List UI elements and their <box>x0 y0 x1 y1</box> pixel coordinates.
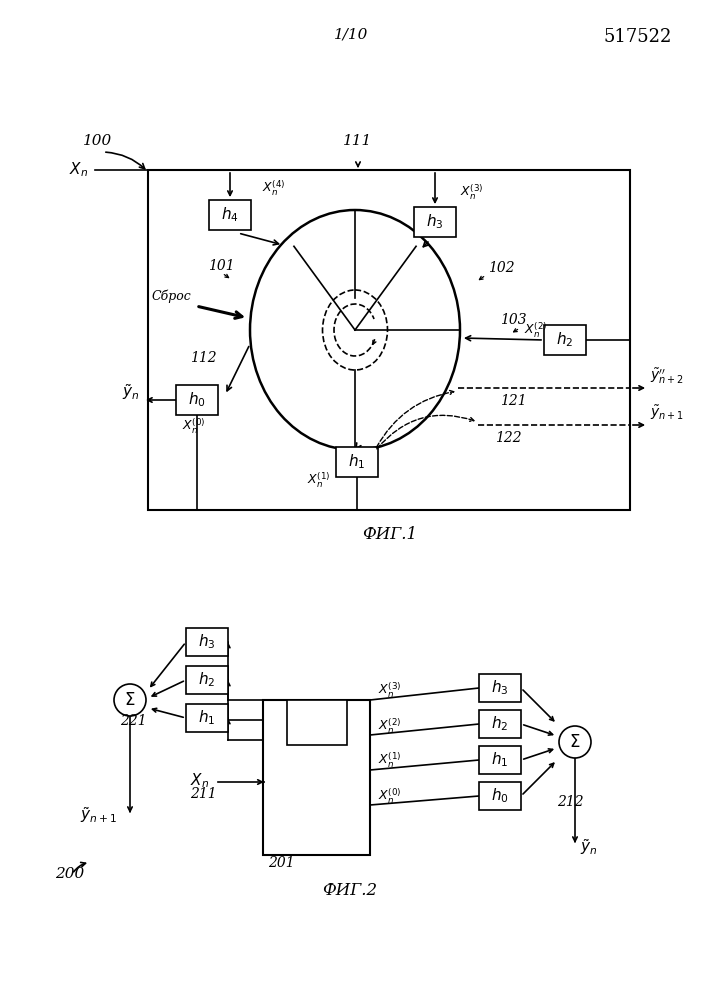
Bar <box>263 700 370 855</box>
Text: $h_2$: $h_2$ <box>491 715 509 733</box>
Text: 211: 211 <box>190 787 217 801</box>
Ellipse shape <box>323 290 387 370</box>
Text: ФИГ.1: ФИГ.1 <box>363 526 418 543</box>
Text: $\tilde{y}_{n+1}$: $\tilde{y}_{n+1}$ <box>650 403 684 422</box>
Text: $X_n$: $X_n$ <box>190 771 209 790</box>
Text: $\tilde{y}_{n+2}^{\prime\prime}$: $\tilde{y}_{n+2}^{\prime\prime}$ <box>650 366 684 386</box>
Text: $X_n^{(2)}$: $X_n^{(2)}$ <box>378 716 401 736</box>
Text: $h_1$: $h_1$ <box>198 709 216 727</box>
Text: $X_n^{(4)}$: $X_n^{(4)}$ <box>262 179 285 198</box>
Bar <box>414 207 456 237</box>
Bar <box>336 447 378 477</box>
Text: 101: 101 <box>208 259 235 273</box>
Text: $\tilde{y}_n$: $\tilde{y}_n$ <box>580 837 598 857</box>
Text: $\Sigma$: $\Sigma$ <box>569 733 581 751</box>
Text: 122: 122 <box>495 431 522 445</box>
Text: 103: 103 <box>500 313 527 327</box>
Bar <box>186 666 228 694</box>
Text: $X_n^{(2)}$: $X_n^{(2)}$ <box>524 321 548 340</box>
Text: ФИГ.2: ФИГ.2 <box>323 882 378 899</box>
Text: 201: 201 <box>268 856 295 870</box>
Text: 212: 212 <box>557 795 583 809</box>
Text: $X_n^{(3)}$: $X_n^{(3)}$ <box>460 182 484 202</box>
Bar <box>148 170 630 510</box>
Bar <box>186 628 228 656</box>
Text: 517522: 517522 <box>604 28 672 46</box>
Text: $h_0$: $h_0$ <box>491 787 509 805</box>
Text: 221: 221 <box>120 714 147 728</box>
Text: 1/10: 1/10 <box>334 28 368 42</box>
Text: $h_1$: $h_1$ <box>491 751 509 769</box>
Text: $\Sigma$: $\Sigma$ <box>124 691 136 709</box>
Ellipse shape <box>250 210 460 450</box>
Text: 121: 121 <box>500 394 527 408</box>
Text: $X_n^{(0)}$: $X_n^{(0)}$ <box>378 786 401 806</box>
Text: 102: 102 <box>488 261 515 275</box>
Text: $X_n^{(0)}$: $X_n^{(0)}$ <box>182 416 206 436</box>
Text: $h_0$: $h_0$ <box>188 391 206 409</box>
Text: Сброс: Сброс <box>152 290 192 303</box>
Bar <box>479 710 521 738</box>
Text: $X_n$: $X_n$ <box>69 161 88 179</box>
Text: $X_n^{(3)}$: $X_n^{(3)}$ <box>378 681 401 700</box>
Bar <box>479 674 521 702</box>
Text: $X_n^{(1)}$: $X_n^{(1)}$ <box>378 751 401 770</box>
Text: 100: 100 <box>83 134 112 148</box>
Text: $h_1$: $h_1$ <box>348 453 366 471</box>
Bar <box>479 782 521 810</box>
Text: $\tilde{y}_{n+1}$: $\tilde{y}_{n+1}$ <box>80 805 117 825</box>
Bar <box>186 704 228 732</box>
Circle shape <box>559 726 591 758</box>
Text: $h_2$: $h_2$ <box>556 331 574 349</box>
Circle shape <box>114 684 146 716</box>
Bar <box>287 700 347 745</box>
Text: 111: 111 <box>343 134 373 148</box>
Bar <box>479 746 521 774</box>
Bar <box>209 200 251 230</box>
Text: $\tilde{y}_n$: $\tilde{y}_n$ <box>122 382 140 402</box>
Text: $h_4$: $h_4$ <box>221 206 239 224</box>
Text: $h_3$: $h_3$ <box>198 633 216 651</box>
Text: $X_n^{(1)}$: $X_n^{(1)}$ <box>307 470 330 489</box>
Text: $h_3$: $h_3$ <box>491 679 509 697</box>
Bar <box>544 325 586 355</box>
Text: $h_2$: $h_2$ <box>198 671 216 689</box>
Text: 112: 112 <box>190 351 217 365</box>
Text: 200: 200 <box>55 867 84 881</box>
Bar <box>176 385 218 415</box>
Text: $h_3$: $h_3$ <box>426 213 444 231</box>
